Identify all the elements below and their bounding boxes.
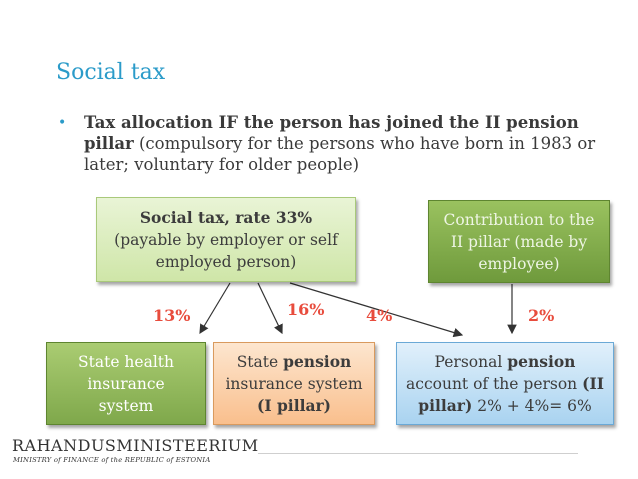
ministry-logo-subtitle: MINISTRY of FINANCE of the REPUBLIC of E… [13, 456, 211, 464]
percent-4: 4% [366, 306, 393, 325]
arrow-13 [199, 282, 231, 335]
health-insurance-box: State health insurance system [46, 342, 206, 425]
footer-divider [258, 453, 578, 454]
contribution-text: Contribution to the II pillar (made by e… [443, 210, 595, 273]
percent-2: 2% [528, 306, 555, 325]
slide-title: Social tax [56, 60, 166, 85]
personal-pension-text: Personal pension account of the person (… [406, 351, 604, 415]
bullet-point: • Tax allocation IF the person has joine… [58, 112, 598, 175]
percent-16: 16% [287, 300, 325, 319]
bullet-bold-text: Tax allocation IF the person has joined … [84, 113, 579, 153]
state-pension-text: State pension insurance system (I pillar) [225, 351, 363, 415]
arrow-16 [257, 282, 283, 335]
state-pension-box: State pension insurance system (I pillar) [213, 342, 375, 425]
social-tax-payer: (payable by employer or self employed pe… [114, 230, 338, 271]
ministry-logo: RAHANDUSMINISTEERIUM [12, 436, 259, 455]
bullet-rest-text: (compulsory for the persons who have bor… [84, 134, 596, 174]
bullet-dot-icon: • [58, 115, 67, 131]
personal-pension-box: Personal pension account of the person (… [396, 342, 614, 425]
percent-13: 13% [153, 306, 191, 325]
social-tax-box: Social tax, rate 33% (payable by employe… [96, 197, 356, 282]
social-tax-rate: Social tax, rate 33% [139, 207, 313, 227]
bullet-text: Tax allocation IF the person has joined … [84, 112, 598, 175]
health-insurance-text: State health insurance system [78, 352, 174, 415]
arrow-4 [289, 282, 464, 338]
contribution-box: Contribution to the II pillar (made by e… [428, 200, 610, 283]
